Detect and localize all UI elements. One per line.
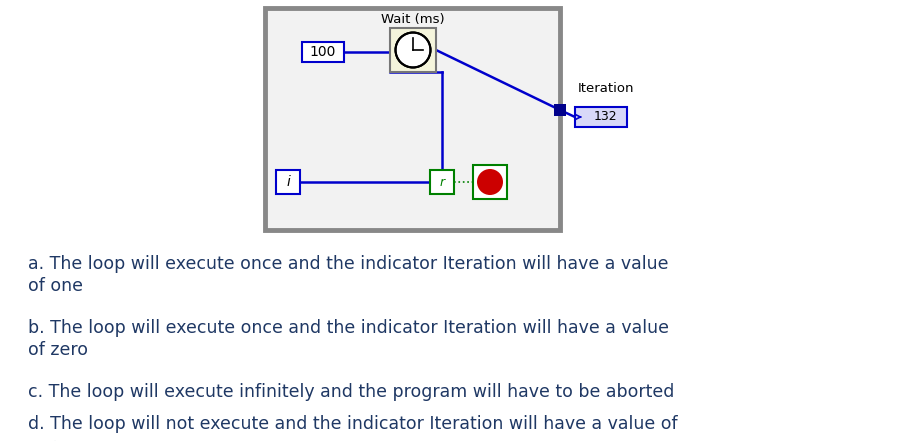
Bar <box>554 104 566 116</box>
Text: i: i <box>286 175 290 189</box>
Bar <box>430 170 454 194</box>
Bar <box>473 165 507 199</box>
Text: a. The loop will execute once and the indicator Iteration will have a value
of o: a. The loop will execute once and the in… <box>28 255 668 295</box>
Text: r: r <box>439 176 445 188</box>
Bar <box>265 8 560 230</box>
Bar <box>276 170 300 194</box>
Circle shape <box>395 33 430 67</box>
Text: d. The loop will not execute and the indicator Iteration will have a value of
ze: d. The loop will not execute and the ind… <box>28 415 678 441</box>
Text: 100: 100 <box>310 45 337 59</box>
Bar <box>575 107 627 127</box>
Text: Iteration: Iteration <box>578 82 635 95</box>
Text: b. The loop will execute once and the indicator Iteration will have a value
of z: b. The loop will execute once and the in… <box>28 319 669 359</box>
Bar <box>302 42 344 62</box>
Text: 132: 132 <box>593 111 617 123</box>
Circle shape <box>477 169 503 195</box>
Text: c. The loop will execute infinitely and the program will have to be aborted: c. The loop will execute infinitely and … <box>28 383 674 401</box>
Text: Wait (ms): Wait (ms) <box>381 13 445 26</box>
Bar <box>390 28 436 72</box>
